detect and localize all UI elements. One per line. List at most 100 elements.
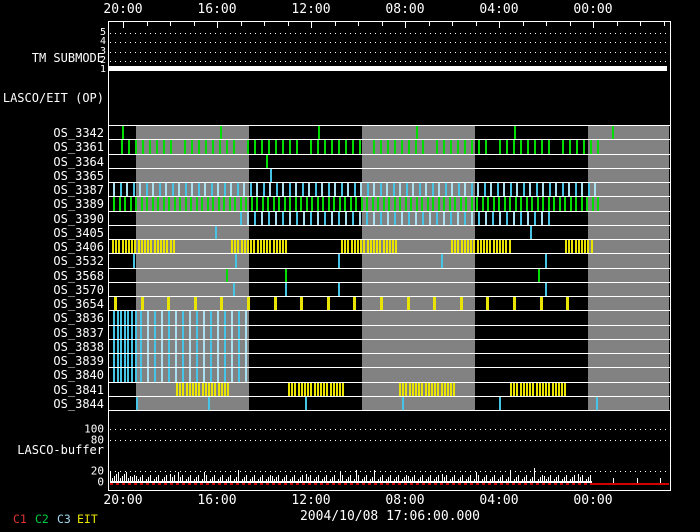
buffer-histogram-bar [228,477,229,483]
buffer-histogram-bar [232,481,233,483]
daylight-band [362,197,475,211]
schedule-tick-mark [409,383,411,396]
row-separator-line [108,296,671,297]
buffer-histogram-bar [202,479,203,483]
schedule-tick-mark [402,383,404,396]
schedule-tick-mark [165,183,167,196]
buffer-histogram-bar [360,481,361,483]
buffer-histogram-bar [318,475,319,483]
schedule-tick-mark [260,240,262,253]
os-row-label: OS_3406 [53,239,104,254]
schedule-tick-mark [134,240,136,253]
daylight-band [588,126,669,139]
schedule-tick-mark [471,212,473,225]
buffer-histogram-bar [402,479,403,483]
schedule-tick-mark [542,183,544,196]
schedule-tick-mark [194,297,197,310]
daylight-band [136,340,249,353]
schedule-tick-mark [537,197,539,211]
buffer-histogram-bar [240,481,241,483]
buffer-histogram-bar [180,477,181,483]
buffer-histogram-bar [296,481,297,483]
daylight-band [362,340,475,353]
schedule-tick-mark [438,183,440,196]
buffer-post-tick [660,478,661,483]
buffer-histogram-bar [266,479,267,483]
schedule-tick-mark [591,240,593,253]
daylight-band [588,254,669,268]
time-axis-minor-tick [664,22,665,26]
legend-item-c2: C2 [35,512,49,526]
schedule-tick-mark [282,240,284,253]
schedule-tick-mark [233,283,235,296]
buffer-histogram-bar [522,479,523,483]
buffer-histogram-bar [126,472,127,483]
schedule-tick-mark [594,183,596,196]
buffer-histogram-bar [502,475,503,483]
schedule-tick-mark [276,240,278,253]
schedule-tick-mark [131,368,133,382]
buffer-histogram-bar [532,477,533,483]
schedule-tick-mark [117,368,119,382]
buffer-histogram-bar [588,477,589,483]
schedule-tick-mark [499,212,501,225]
schedule-tick-mark [189,311,191,325]
buffer-histogram-bar [468,477,469,483]
buffer-histogram-bar [342,475,343,483]
os-row-label: OS_3405 [53,225,104,240]
schedule-tick-mark [203,354,205,367]
schedule-tick-mark [457,240,459,253]
schedule-tick-mark [539,383,541,396]
schedule-tick-mark [274,297,277,310]
schedule-tick-mark [140,326,142,339]
buffer-histogram-bar [128,478,129,483]
schedule-tick-mark [405,383,407,396]
schedule-tick-mark [157,240,159,253]
schedule-tick-mark [499,140,501,154]
schedule-tick-mark [120,368,122,382]
schedule-tick-mark [122,240,124,253]
buffer-histogram-bar [194,479,195,483]
schedule-tick-mark [314,383,316,396]
schedule-tick-mark [135,197,137,211]
schedule-tick-mark [548,197,550,211]
time-axis-minor-tick [640,22,641,26]
schedule-tick-mark [231,368,233,382]
schedule-tick-mark [527,140,529,154]
schedule-tick-mark [328,197,330,211]
schedule-tick-mark [161,368,163,382]
buffer-histogram-bar [462,475,463,483]
buffer-histogram-bar [376,481,377,483]
schedule-tick-mark [154,311,156,325]
schedule-tick-mark [372,197,374,211]
schedule-tick-mark [189,326,191,339]
schedule-tick-mark [513,383,515,396]
buffer-histogram-bar [440,481,441,483]
schedule-tick-mark [168,368,170,382]
schedule-tick-mark [425,383,427,396]
schedule-tick-mark [540,297,543,310]
tm-submode-label: TM SUBMODE [31,51,104,65]
buffer-histogram-bar [290,479,291,483]
schedule-tick-mark [161,326,163,339]
schedule-tick-mark [245,311,247,325]
schedule-tick-mark [427,197,429,211]
schedule-tick-mark [339,383,341,396]
daylight-band [362,311,475,325]
schedule-tick-mark [276,183,278,196]
schedule-tick-mark [211,183,213,196]
schedule-tick-mark [350,197,352,211]
schedule-tick-mark [367,240,369,253]
buffer-histogram-bar [428,477,429,483]
time-axis-label: 04:00 [479,2,519,17]
buffer-histogram-bar [358,475,359,483]
schedule-tick-mark [555,183,557,196]
schedule-tick-mark [173,240,175,253]
buffer-histogram-bar [524,477,525,483]
schedule-tick-mark [597,197,599,211]
row-separator-line [108,225,671,226]
schedule-tick-mark [140,340,142,353]
buffer-histogram-bar [298,479,299,483]
schedule-tick-mark [226,269,228,282]
schedule-tick-mark [520,212,522,225]
